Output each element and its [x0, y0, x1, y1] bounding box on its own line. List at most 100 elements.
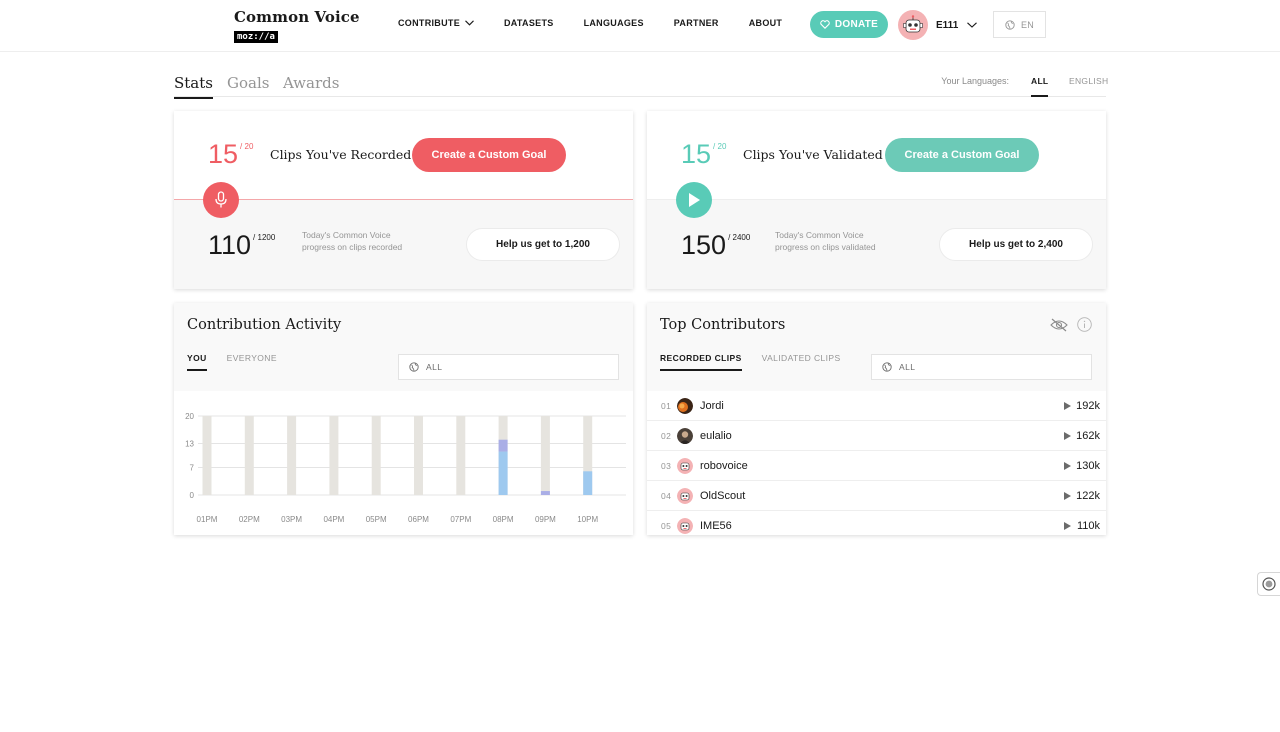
site-logo[interactable]: Common Voice moz://a [234, 8, 360, 44]
activity-tab-everyone[interactable]: EVERYONE [226, 353, 277, 363]
play-icon[interactable] [1064, 492, 1071, 500]
validated-goal-card: 15/ 20 Clips You've Validated Create a C… [647, 111, 1106, 289]
x-tick-label: 08PM [493, 515, 514, 524]
validated-progress-total: / 2400 [728, 233, 751, 242]
tab-stats[interactable]: Stats [174, 74, 213, 99]
y-tick-label: 0 [190, 491, 195, 500]
contributor-count: 162k [1076, 429, 1100, 442]
validated-goal-total: / 20 [713, 142, 727, 151]
bar-track [414, 416, 423, 495]
bar-segment [583, 471, 593, 495]
info-button[interactable] [1077, 317, 1092, 337]
play-icon[interactable] [1064, 522, 1071, 530]
list-item[interactable]: 05 IME56 110k [647, 511, 1106, 535]
validated-goal-section: 15/ 20 Clips You've Validated Create a C… [647, 111, 1106, 200]
language-tab-english[interactable]: ENGLISH [1069, 76, 1109, 86]
contributors-list: 01 Jordi 192k 02 eulalio 162k 03 robovoi… [647, 391, 1106, 535]
bar-track [244, 416, 254, 495]
feedback-widget[interactable] [1257, 572, 1280, 596]
x-tick-label: 02PM [239, 515, 260, 524]
play-icon[interactable] [1064, 462, 1071, 470]
create-validated-goal-button[interactable]: Create a Custom Goal [885, 138, 1039, 172]
heart-icon [820, 20, 830, 29]
contributors-title: Top Contributors [660, 317, 786, 333]
contributors-tabs: RECORDED CLIPS VALIDATED CLIPS [660, 353, 841, 371]
globe-icon [882, 362, 892, 372]
your-languages-label: Your Languages: [941, 76, 1009, 86]
avatar [677, 487, 693, 504]
play-button[interactable] [676, 182, 712, 218]
bar-track [540, 416, 550, 495]
top-contributors-panel: Top Contributors RECORDED CLIPS VALIDATE… [647, 303, 1106, 535]
activity-language-select[interactable]: ALL [398, 354, 619, 380]
list-item[interactable]: 01 Jordi 192k [647, 391, 1106, 421]
avatar [677, 457, 693, 474]
activity-tabs: YOU EVERYONE [187, 353, 277, 371]
contributor-name: OldScout [700, 489, 746, 502]
nav-contribute-label: CONTRIBUTE [398, 18, 460, 28]
nav-about[interactable]: ABOUT [748, 18, 783, 28]
language-tab-all[interactable]: ALL [1031, 76, 1049, 97]
feedback-icon [1262, 577, 1276, 591]
user-menu[interactable]: E111 [898, 10, 978, 40]
play-icon[interactable] [1064, 432, 1071, 440]
x-tick-label: 10PM [577, 515, 598, 524]
visibility-toggle[interactable] [1050, 318, 1068, 337]
list-item[interactable]: 02 eulalio 162k [647, 421, 1106, 451]
help-recorded-button[interactable]: Help us get to 1,200 [466, 228, 620, 261]
recorded-goal-card: 15/ 20 Clips You've Recorded Create a Cu… [174, 111, 633, 289]
activity-select-label: ALL [426, 362, 443, 372]
robot-avatar-icon [677, 457, 693, 474]
nav-languages[interactable]: LANGUAGES [583, 18, 644, 28]
nav-contribute[interactable]: CONTRIBUTE [398, 18, 474, 28]
contributor-count: 130k [1076, 459, 1100, 472]
recorded-goal-total: / 20 [240, 142, 254, 151]
contributor-rank: 05 [661, 520, 672, 531]
nav-partner[interactable]: PARTNER [673, 18, 719, 28]
validated-progress-text: Today's Common Voice progress on clips v… [775, 230, 876, 252]
contributors-select-label: ALL [899, 362, 916, 372]
bar-segment [498, 439, 508, 452]
nav-datasets[interactable]: DATASETS [504, 18, 554, 28]
contributors-tab-validated[interactable]: VALIDATED CLIPS [761, 353, 841, 363]
list-item[interactable]: 04 OldScout 122k [647, 481, 1106, 511]
x-tick-label: 05PM [366, 515, 387, 524]
logo-title: Common Voice [234, 8, 360, 26]
contributor-name: IME56 [700, 519, 732, 532]
bar-track [329, 416, 339, 495]
play-icon [689, 193, 700, 207]
locale-switcher[interactable]: EN [993, 11, 1046, 38]
play-icon[interactable] [1064, 402, 1071, 410]
validated-progress: 150/ 2400 [681, 230, 751, 260]
donate-button[interactable]: DONATE [810, 11, 888, 38]
tab-awards[interactable]: Awards [283, 74, 340, 92]
avatar [898, 10, 928, 40]
contributors-language-select[interactable]: ALL [871, 354, 1092, 380]
create-recorded-goal-button[interactable]: Create a Custom Goal [412, 138, 566, 172]
activity-chart: 0 7 13 20 01PM 02PM 03PM 04PM 05PM 06PM 07PM 08PM 09… [185, 412, 626, 524]
validated-label: Clips You've Validated [743, 147, 883, 162]
contributor-rank: 01 [661, 400, 672, 411]
help-validated-button[interactable]: Help us get to 2,400 [939, 228, 1093, 261]
x-tick-label: 03PM [281, 515, 302, 524]
contributor-count: 122k [1076, 489, 1100, 502]
microphone-icon [215, 191, 227, 208]
x-tick-label: 04PM [323, 515, 344, 524]
user-name: E111 [936, 19, 959, 31]
recorded-progress-text: Today's Common Voice progress on clips r… [302, 230, 403, 252]
locale-label: EN [1020, 19, 1035, 30]
contribution-activity-panel: Contribution Activity YOU EVERYONE ALL 0… [174, 303, 633, 535]
microphone-button[interactable] [203, 182, 239, 218]
tab-goals[interactable]: Goals [227, 74, 270, 92]
validated-progress-section: 150/ 2400 Today's Common Voice progress … [647, 200, 1106, 289]
mozilla-logo: moz://a [234, 31, 278, 43]
contributor-name: Jordi [700, 399, 724, 412]
site-header: Common Voice moz://a CONTRIBUTE DATASETS… [0, 0, 1280, 52]
recorded-label: Clips You've Recorded [270, 147, 412, 162]
list-item[interactable]: 03 robovoice 130k [647, 451, 1106, 481]
globe-icon [409, 362, 419, 372]
avatar [677, 427, 693, 444]
x-tick-label: 01PM [197, 515, 218, 524]
contributors-tab-recorded[interactable]: RECORDED CLIPS [660, 353, 742, 371]
activity-tab-you[interactable]: YOU [187, 353, 207, 371]
